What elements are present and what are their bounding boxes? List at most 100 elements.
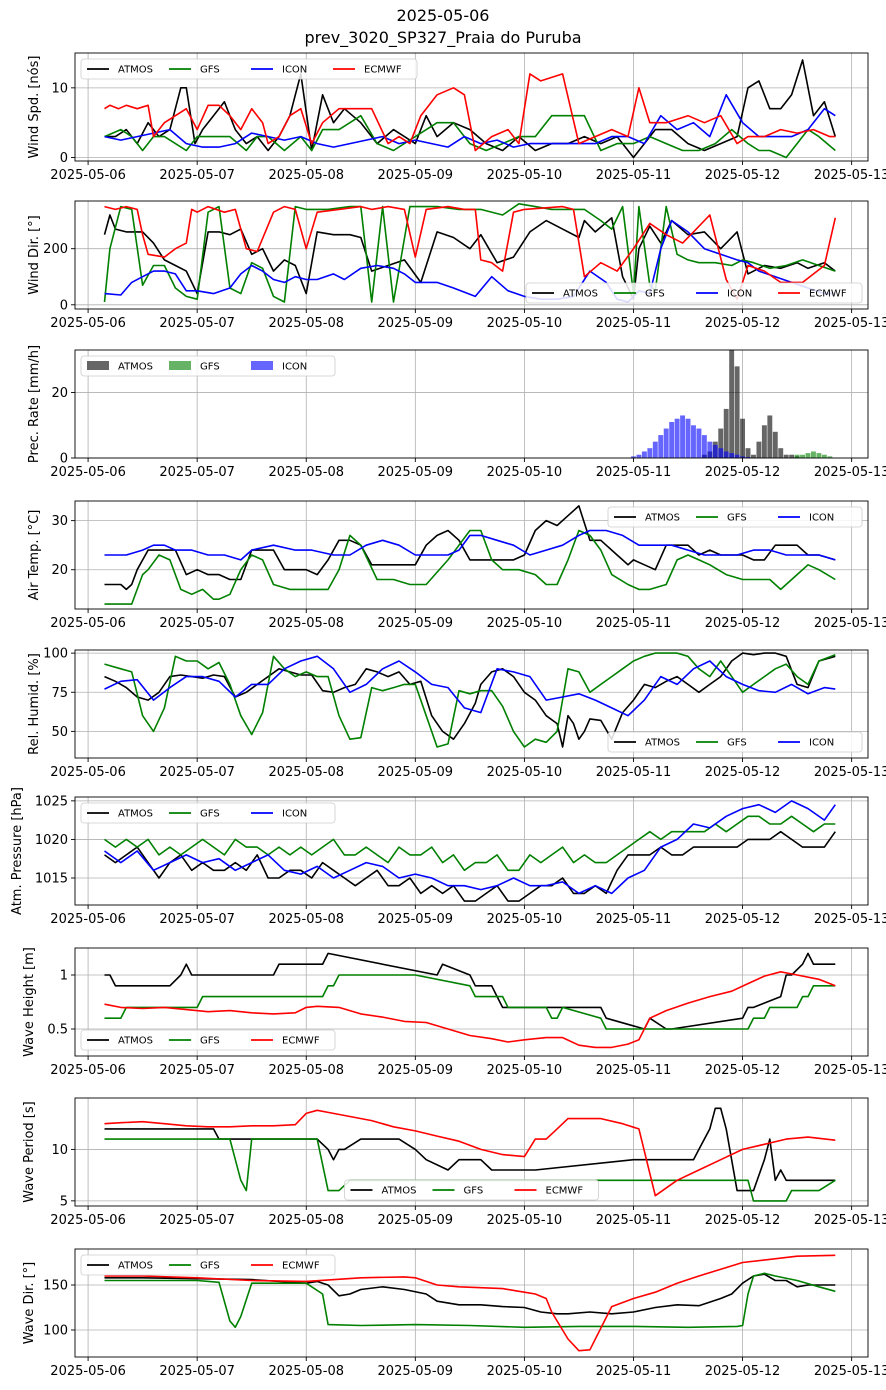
legend: ATMOS GFS ECMWF [344,1179,599,1201]
bar-icon [647,448,653,458]
axes-frame [74,1248,869,1358]
x-tick-label: 2025-05-08 [268,316,344,331]
panel-1: 2025-05-06 2025-05-07 2025-05-08 2025-05-09… [27,52,886,183]
x-tick-label: 2025-05-09 [378,1213,454,1228]
y-tick-label: 100 [43,1324,68,1339]
x-tick-label: 2025-05-09 [378,1364,454,1379]
series-line-gfs [104,815,836,872]
x-tick-label: 2025-05-06 [50,912,126,927]
legend-box [607,506,863,528]
axes-frame [74,52,869,162]
series-line-icon [104,655,836,717]
x-tick-label: 2025-05-09 [378,616,454,631]
y-tick-label: 5 [60,1194,68,1209]
legend-box [607,731,863,753]
series-line-atmos [103,214,836,301]
legend-label-gfs: GFS [200,362,220,373]
x-tick-label: 2025-05-13 [814,1364,886,1379]
x-tick-label: 2025-05-10 [487,465,563,480]
x-tick-label: 2025-05-11 [596,765,672,780]
panel-2: 2025-05-06 2025-05-07 2025-05-08 2025-05-09… [27,200,886,331]
legend-label-ecmwf: ECMWF [282,1261,320,1272]
legend: ATMOS GFS ICON ECMWF [80,58,418,80]
legend-label-icon: ICON [727,289,752,300]
bar-atmos [734,366,740,458]
bar-icon [685,418,691,458]
legend-label-icon: ICON [809,513,834,524]
bar-icon [691,425,696,458]
y-tick-label: 150 [43,1279,68,1294]
x-tick-label: 2025-05-08 [268,765,344,780]
legend-box [80,802,336,824]
y-axis-label: Wind Dir. [°] [27,215,42,295]
bar-icon [712,444,718,458]
x-tick-label: 2025-05-06 [50,765,126,780]
x-tick-label: 2025-05-08 [268,1213,344,1228]
x-tick-label: 2025-05-08 [268,1364,344,1379]
bar-gfs [794,454,800,458]
bar-atmos [723,408,729,458]
legend-label-gfs: GFS [727,513,747,524]
axes-frame [74,796,869,906]
x-tick-label: 2025-05-06 [50,465,126,480]
legend-box [525,282,863,304]
x-tick-label: 2025-05-11 [596,912,672,927]
legend-label-ecmwf: ECMWF [282,1036,320,1047]
y-tick-label: 20 [51,563,68,578]
bar-icon [718,448,724,458]
legend-label-icon: ICON [282,362,307,373]
x-tick-label: 2025-05-07 [159,765,235,780]
y-tick-label: 1 [60,969,68,984]
y-tick-label: 1020 [35,833,68,848]
y-tick-label: 200 [43,242,68,257]
x-tick-label: 2025-05-10 [487,616,563,631]
x-tick-label: 2025-05-12 [705,168,781,183]
y-tick-label: 0 [60,298,68,313]
legend-label-atmos: ATMOS [118,809,153,820]
legend-swatch-icon [251,361,273,370]
series-line-icon [104,529,836,561]
bar-icon [707,441,713,458]
y-axis-label: Wave Dir. [°] [22,1262,37,1345]
legend-label-atmos: ATMOS [118,1261,153,1272]
bar-gfs [800,454,806,458]
x-tick-label: 2025-05-09 [378,765,454,780]
y-tick-label: 30 [51,514,68,529]
y-axis-label: Air Temp. [°C] [27,510,42,601]
x-tick-label: 2025-05-13 [814,168,886,183]
legend-swatch-gfs [169,361,191,370]
x-tick-label: 2025-05-12 [705,765,781,780]
x-tick-label: 2025-05-08 [268,1063,344,1078]
axes-frame [74,947,869,1057]
bar-icon [701,435,707,458]
x-tick-label: 2025-05-13 [814,465,886,480]
series-line-ecmwf [104,970,836,1049]
x-tick-label: 2025-05-10 [487,765,563,780]
series-line-gfs [103,203,836,303]
series-line-atmos [104,952,836,1030]
legend-box [80,1254,336,1276]
y-axis-label: Atm. Pressure [hPa] [10,787,25,915]
legend-label-icon: ICON [282,809,307,820]
legend-label-atmos: ATMOS [382,1186,417,1197]
panel-4: 2025-05-06 2025-05-07 2025-05-08 2025-05-09… [27,500,886,631]
bar-gfs [811,451,816,458]
bar-icon [669,422,675,458]
bar-icon [674,418,680,458]
legend-label-icon: ICON [809,738,834,749]
series-line-icon [104,800,836,895]
x-tick-label: 2025-05-12 [705,316,781,331]
bar-atmos [740,418,746,458]
legend: ATMOS GFS ICON [607,506,863,528]
bar-icon [729,453,735,458]
bar-icon [740,456,746,458]
x-tick-label: 2025-05-06 [50,1213,126,1228]
bar-icon [723,451,729,458]
legend-label-gfs: GFS [200,1261,220,1272]
legend-label-atmos: ATMOS [118,65,153,76]
x-tick-label: 2025-05-07 [159,168,235,183]
panel-6: 2025-05-06 2025-05-07 2025-05-08 2025-05-09… [10,787,886,927]
x-tick-label: 2025-05-07 [159,1364,235,1379]
legend-swatch-atmos [87,361,109,370]
